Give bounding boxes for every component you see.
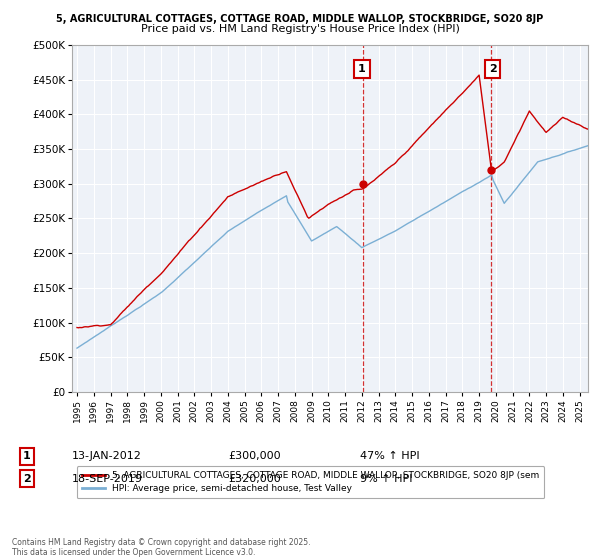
Text: £320,000: £320,000 — [228, 474, 281, 484]
Legend: 5, AGRICULTURAL COTTAGES, COTTAGE ROAD, MIDDLE WALLOP, STOCKBRIDGE, SO20 8JP (se: 5, AGRICULTURAL COTTAGES, COTTAGE ROAD, … — [77, 466, 544, 498]
Text: 13-JAN-2012: 13-JAN-2012 — [72, 451, 142, 461]
Text: 2: 2 — [23, 474, 31, 484]
Text: 1: 1 — [23, 451, 31, 461]
Text: 47% ↑ HPI: 47% ↑ HPI — [360, 451, 419, 461]
Text: 9% ↑ HPI: 9% ↑ HPI — [360, 474, 413, 484]
Text: 5, AGRICULTURAL COTTAGES, COTTAGE ROAD, MIDDLE WALLOP, STOCKBRIDGE, SO20 8JP: 5, AGRICULTURAL COTTAGES, COTTAGE ROAD, … — [56, 14, 544, 24]
Text: 1: 1 — [358, 64, 366, 74]
Text: 18-SEP-2019: 18-SEP-2019 — [72, 474, 143, 484]
Text: 2: 2 — [488, 64, 496, 74]
Text: Price paid vs. HM Land Registry's House Price Index (HPI): Price paid vs. HM Land Registry's House … — [140, 24, 460, 34]
Text: £300,000: £300,000 — [228, 451, 281, 461]
Text: Contains HM Land Registry data © Crown copyright and database right 2025.
This d: Contains HM Land Registry data © Crown c… — [12, 538, 311, 557]
